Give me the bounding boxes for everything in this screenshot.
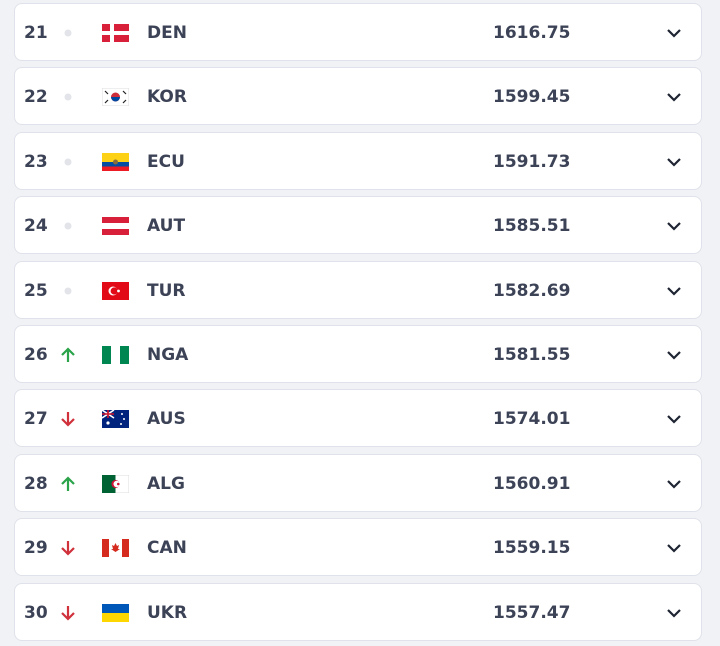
trend-icon [58, 216, 78, 236]
flag [102, 603, 129, 622]
team-name: AUS [147, 409, 186, 430]
rank: 27 [24, 409, 48, 430]
expand-button[interactable] [665, 346, 683, 364]
rank: 22 [24, 87, 48, 108]
expand-button[interactable] [665, 282, 683, 300]
team-name: DEN [147, 23, 187, 43]
expand-button[interactable] [665, 88, 683, 106]
trend-icon [58, 87, 78, 107]
ranking-row: 28 ALG 1560.91 [14, 453, 702, 512]
points: 1582.69 [493, 280, 571, 301]
rank: 23 [24, 151, 48, 172]
expand-button[interactable] [665, 153, 683, 171]
points: 1599.45 [493, 87, 571, 108]
trend-icon [58, 603, 78, 623]
ranking-row: 21 DEN 1616.75 [14, 3, 702, 61]
points: 1616.75 [493, 23, 571, 43]
trend-icon [58, 345, 78, 365]
expand-button[interactable] [665, 217, 683, 235]
flag [102, 346, 129, 364]
ranking-row: 24 AUT 1585.51 [14, 196, 702, 255]
flag [102, 24, 129, 42]
ranking-row: 25 TUR 1582.69 [14, 260, 702, 319]
points: 1560.91 [493, 473, 571, 494]
points: 1557.47 [493, 602, 571, 623]
team-name: NGA [147, 345, 189, 365]
flag [101, 409, 129, 429]
expand-button[interactable] [665, 24, 683, 42]
flag [101, 474, 130, 494]
expand-button[interactable] [665, 475, 683, 493]
rank: 28 [24, 473, 48, 494]
trend-icon [58, 474, 78, 494]
team-name: AUT [147, 216, 186, 237]
expand-button[interactable] [665, 604, 683, 622]
ranking-row: 29 CAN 1559.15 [14, 518, 702, 577]
points: 1591.73 [493, 151, 571, 172]
ranking-row: 27 AUS 1574.01 [14, 389, 702, 448]
ranking-row: 26 NGA 1581.55 [14, 325, 702, 383]
expand-button[interactable] [665, 539, 683, 557]
trend-icon [58, 538, 78, 558]
rank: 21 [24, 23, 48, 43]
team-name: TUR [147, 280, 186, 301]
points: 1559.15 [493, 538, 571, 559]
expand-button[interactable] [665, 410, 683, 428]
rank: 29 [24, 538, 48, 559]
trend-icon [58, 409, 78, 429]
trend-icon [58, 23, 78, 43]
points: 1585.51 [493, 216, 571, 237]
flag [102, 217, 129, 236]
team-name: CAN [147, 538, 187, 559]
team-name: ECU [147, 151, 185, 172]
ranking-row: 23 ECU 1591.73 [14, 131, 702, 190]
team-name: UKR [147, 602, 188, 623]
flag [101, 87, 130, 107]
team-name: ALG [147, 473, 185, 494]
rank: 24 [24, 216, 48, 237]
flag [102, 539, 129, 558]
points: 1581.55 [493, 345, 571, 365]
rank: 25 [24, 280, 48, 301]
ranking-row: 22 KOR 1599.45 [14, 67, 702, 126]
flag [102, 281, 129, 300]
trend-icon [58, 152, 78, 172]
rank: 26 [24, 345, 48, 365]
rank: 30 [24, 602, 48, 623]
flag [102, 152, 129, 171]
points: 1574.01 [493, 409, 571, 430]
team-name: KOR [147, 87, 187, 108]
ranking-row: 30 UKR 1557.47 [14, 582, 702, 641]
trend-icon [58, 281, 78, 301]
